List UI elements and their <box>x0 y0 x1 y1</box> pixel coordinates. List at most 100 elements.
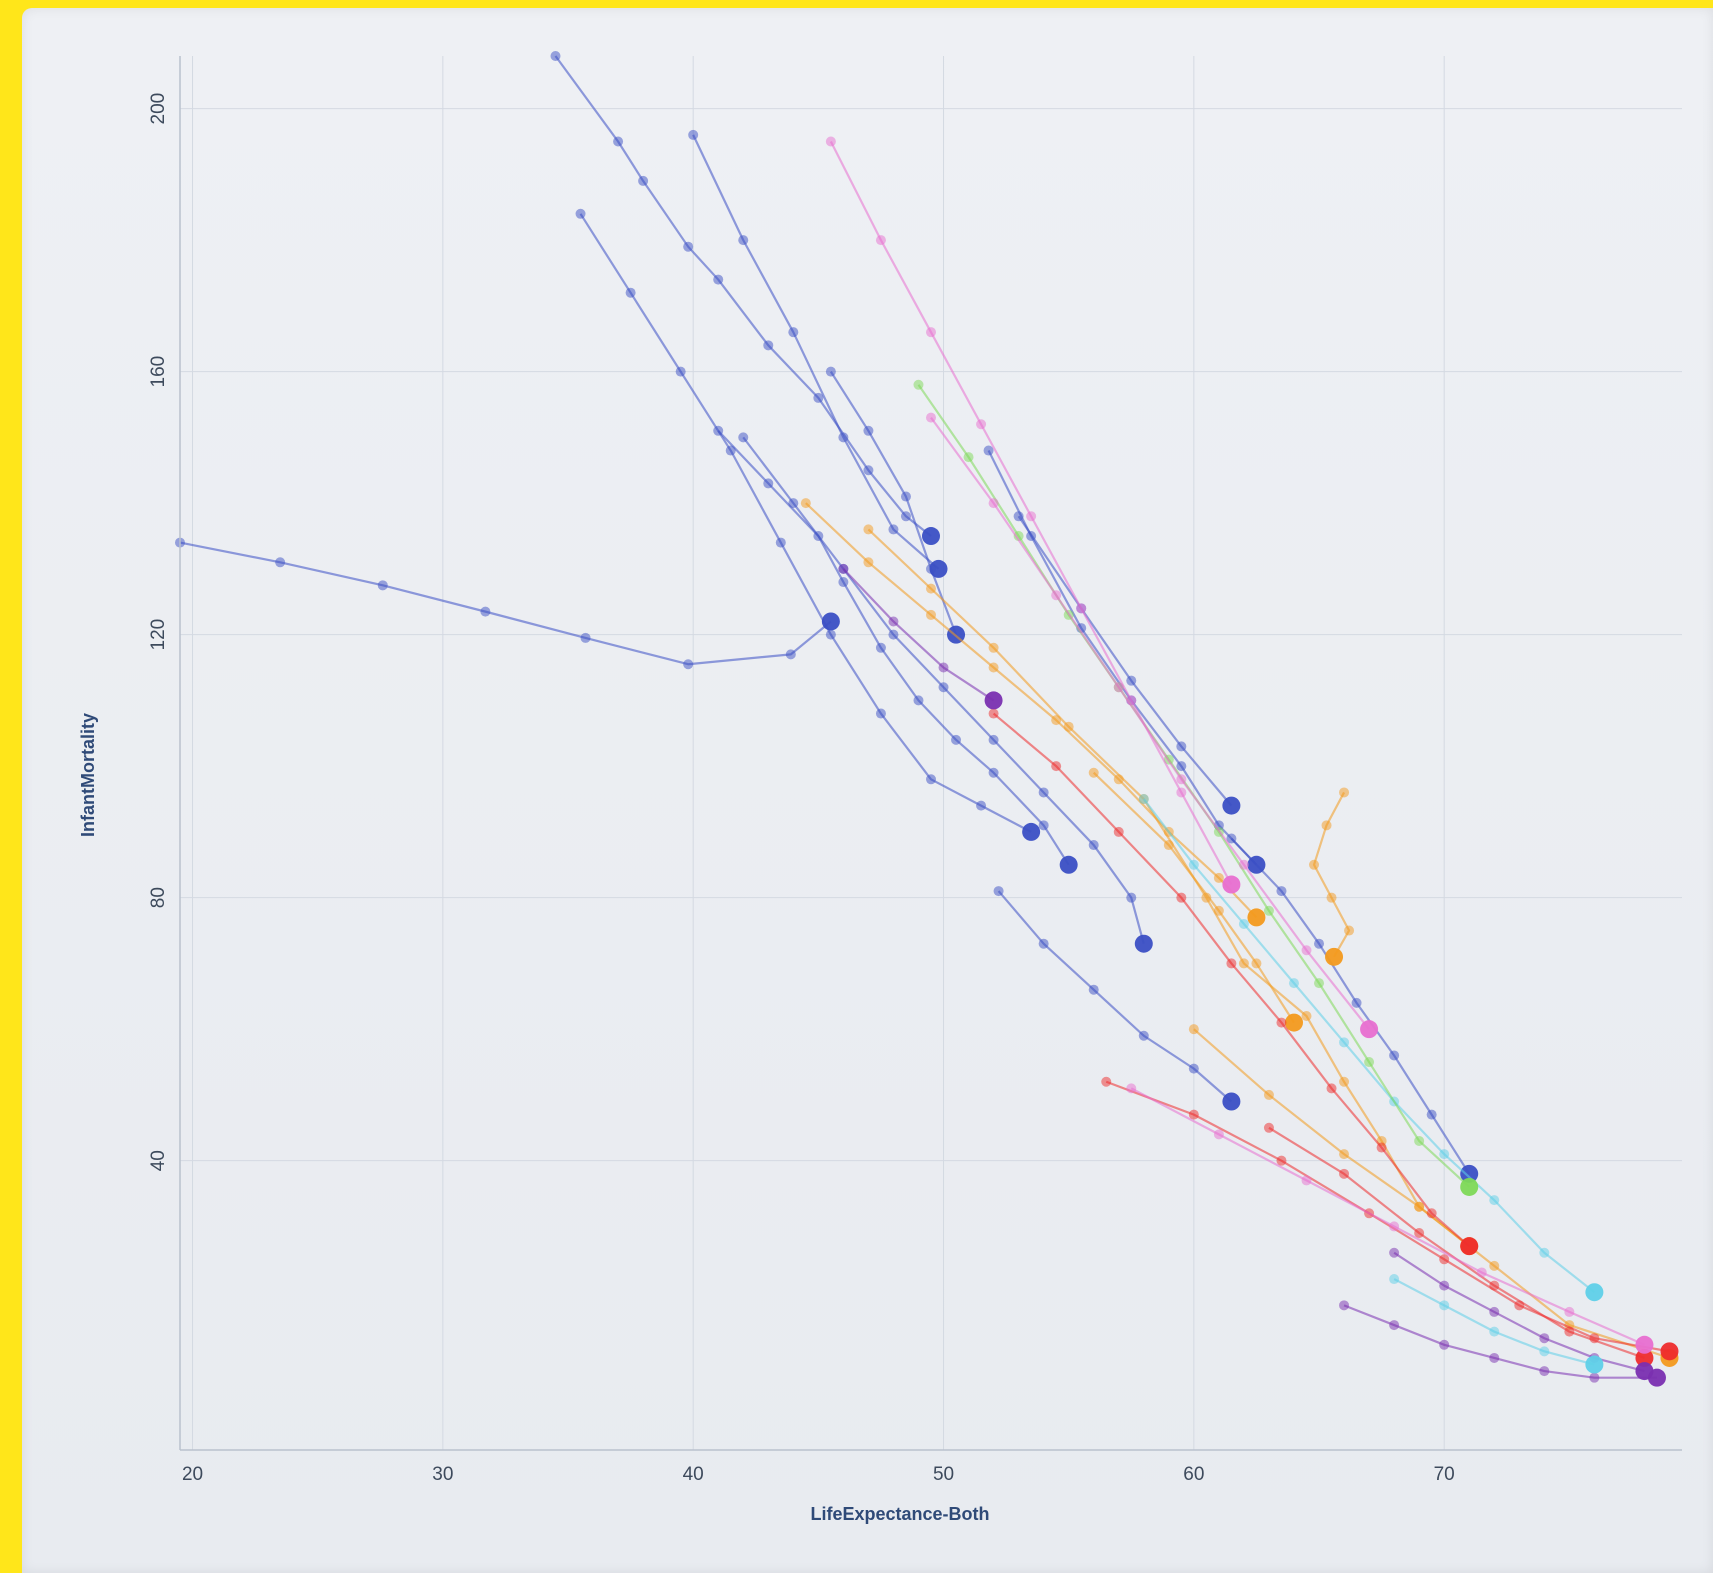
series-line <box>997 890 1233 1103</box>
data-point <box>976 800 987 811</box>
data-point <box>913 695 924 706</box>
data-point <box>1051 761 1062 772</box>
data-point <box>377 580 388 591</box>
data-point <box>1414 1135 1425 1146</box>
data-point <box>1585 1283 1604 1302</box>
data-point <box>913 379 924 390</box>
data-point <box>1026 511 1037 522</box>
data-point <box>1263 1122 1274 1133</box>
data-point <box>638 175 649 186</box>
data-point <box>1138 794 1149 805</box>
data-point <box>1301 1011 1312 1022</box>
data-point <box>1426 1109 1437 1120</box>
data-point <box>1539 1366 1550 1377</box>
data-point <box>1238 958 1249 969</box>
data-point <box>1439 1254 1450 1265</box>
data-point <box>1226 833 1237 844</box>
data-point <box>1389 1247 1400 1258</box>
data-point <box>1176 741 1187 752</box>
data-point <box>1325 947 1344 966</box>
data-point <box>1539 1333 1550 1344</box>
data-point <box>550 51 561 61</box>
data-point <box>1022 822 1041 841</box>
data-point <box>613 136 624 147</box>
series-trail <box>575 208 1041 841</box>
data-point <box>875 235 886 246</box>
data-point <box>825 629 836 640</box>
data-point <box>1013 511 1024 522</box>
series-trail <box>825 136 1241 894</box>
data-point <box>788 498 799 509</box>
data-point <box>938 662 949 673</box>
data-point <box>900 511 911 522</box>
data-point <box>580 632 591 643</box>
series-line <box>1105 1080 1670 1353</box>
data-point <box>1113 826 1124 837</box>
data-point <box>1564 1326 1575 1337</box>
y-tick-label: 160 <box>148 356 169 388</box>
data-point <box>1314 938 1325 949</box>
data-point <box>838 563 849 574</box>
data-point <box>675 366 686 377</box>
data-point <box>775 537 786 548</box>
data-point <box>1251 958 1262 969</box>
data-point <box>1126 892 1137 903</box>
data-point <box>1339 787 1350 798</box>
data-point <box>1339 1149 1350 1160</box>
data-point <box>1635 1348 1654 1367</box>
series-trail <box>1101 1076 1679 1361</box>
data-point <box>1238 918 1249 929</box>
data-point <box>1222 796 1241 815</box>
data-point <box>1460 1237 1479 1256</box>
series-trail <box>1389 1247 1654 1381</box>
data-point <box>1276 1155 1287 1166</box>
data-point <box>1321 820 1332 831</box>
data-point <box>1660 1342 1679 1361</box>
series-line <box>1312 791 1351 958</box>
series-trail <box>1226 833 1479 1183</box>
data-point <box>1288 978 1299 989</box>
data-point <box>1360 1020 1379 1039</box>
data-point <box>1439 1149 1450 1160</box>
data-point <box>1539 1346 1550 1357</box>
series-line <box>867 528 1470 1248</box>
x-tick-label: 60 <box>1183 1464 1204 1485</box>
series-trail <box>175 537 840 670</box>
series-trail <box>550 51 940 546</box>
series-trail <box>1188 1024 1679 1367</box>
data-point <box>683 659 694 670</box>
chart-svg: 20 30 40 50 60 70 40 80 120 160 200 LifeExpectance… <box>78 51 1682 1524</box>
data-point <box>1284 1013 1303 1032</box>
y-tick-label: 40 <box>148 1150 169 1171</box>
data-point <box>1247 908 1266 927</box>
series-line <box>1193 1028 1670 1359</box>
data-point <box>1564 1306 1575 1317</box>
data-point <box>1389 1221 1400 1232</box>
x-tick-label: 50 <box>933 1464 954 1485</box>
series-line <box>1268 1126 1645 1359</box>
data-point <box>1426 1208 1437 1219</box>
data-point <box>988 498 999 509</box>
data-point <box>1188 1024 1199 1035</box>
data-point <box>888 629 899 640</box>
data-point <box>1059 855 1078 874</box>
data-point <box>1113 682 1124 693</box>
data-point <box>1589 1372 1600 1383</box>
data-point <box>1344 925 1355 936</box>
data-point <box>1439 1280 1450 1291</box>
series-trail <box>1389 1274 1604 1374</box>
series-line <box>742 436 1145 944</box>
data-point <box>1439 1339 1450 1350</box>
data-point <box>713 274 724 285</box>
data-point <box>1376 1142 1387 1153</box>
data-point <box>988 642 999 653</box>
data-point <box>926 327 936 338</box>
data-point <box>1339 1076 1350 1087</box>
series-line <box>1142 798 1596 1294</box>
series-trail <box>1263 1122 1654 1367</box>
data-point <box>1389 1274 1400 1285</box>
data-point <box>1489 1195 1500 1206</box>
data-point <box>888 524 899 535</box>
data-point <box>1364 1057 1375 1068</box>
series-trail <box>1339 1300 1666 1387</box>
